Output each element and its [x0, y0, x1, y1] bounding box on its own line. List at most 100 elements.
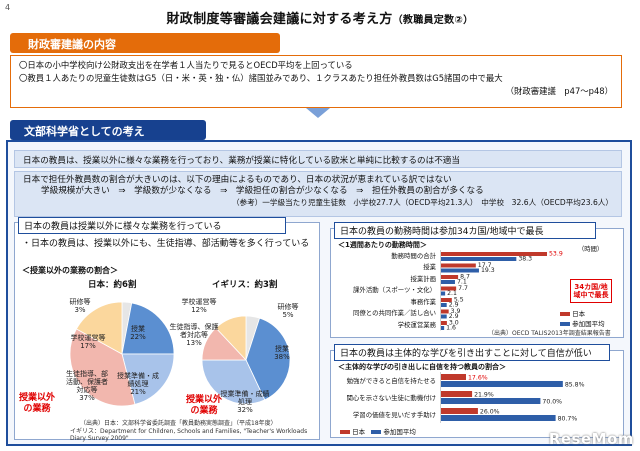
avg-bar [441, 381, 563, 387]
longest-callout: 34カ国/地域中で最長 [570, 279, 612, 303]
avg-bar [441, 268, 479, 273]
japan-bar [441, 374, 466, 380]
japan-bar [441, 408, 478, 414]
category-label: 勉強ができると自信を持たせる [346, 376, 436, 385]
uk-pie-slice-1 [245, 317, 291, 401]
uk-label-admin: 学校運営等 12% [181, 298, 217, 314]
section2-band2: 日本で担任外教員数の割合が大きいのは、以下の理由によるものであり、日本の状況が恵… [14, 171, 622, 217]
avg-bar [441, 291, 446, 296]
title-note: （教職員定数②） [392, 15, 474, 26]
section2-band1: 日本の教員は、授業以外に様々な業務を行っており、業務が授業に特化している欧米と単… [14, 150, 622, 168]
japan-bar [441, 263, 476, 268]
band2-line2: 学級規模が大きい ⇒ 学級数が少なくなる ⇒ 学級担任の割合が少なくなる ⇒ 担… [41, 186, 484, 196]
japan-value-label: 7.7 [458, 285, 468, 292]
section1-line: 〇日本の小中学校向け公財政支出を在学者１人当たりで見るとOECD平均を上回ってい… [19, 60, 353, 70]
japan-value-label: 26.0% [480, 409, 500, 416]
hours-unit: （時間） [578, 246, 604, 253]
legend-avg-swatch [560, 322, 570, 326]
section1-reference: （財政審建議 p47～p48） [505, 86, 613, 96]
title-main: 財政制度等審議会建議に対する考え方 [166, 12, 393, 27]
hours-bar-chart: 53.938.317.719.38.77.17.72.15.52.93.92.9… [440, 250, 563, 332]
section2-header: 文部科学省としての考え [10, 120, 206, 140]
avg-value-label: 2.9 [449, 302, 459, 309]
japan-value-label: 17.6% [468, 375, 488, 382]
left-panel-header: 日本の教員は授業以外に様々な業務を行っている [18, 217, 286, 234]
japan-bar [441, 321, 447, 325]
down-arrow-icon [306, 108, 330, 118]
left-bullet: ・日本の教員は、授業以外にも、生徒指導、部活動等を多く行っている [22, 239, 310, 249]
japan-pie-title: 日本：約6割 [88, 280, 137, 290]
japan-value-label: 53.9 [549, 251, 563, 258]
avg-value-label: 38.3 [518, 256, 532, 263]
uk-label-guidance: 生徒指導、保護者対応等 13% [169, 323, 219, 347]
jp-pie-slice-1 [121, 302, 175, 355]
legend-japan-swatch [560, 312, 570, 316]
legend-japan-swatch [340, 430, 350, 434]
category-label: 授業 [423, 263, 436, 272]
japan-bar [441, 309, 449, 314]
jp-pie-slice-2 [121, 353, 175, 405]
japan-value-label: 21.9% [474, 392, 494, 399]
outside-work-label-jp: 授業以外の業務 [18, 393, 55, 414]
category-label: 事務作業 [410, 297, 436, 306]
avg-value-label: 85.8% [565, 382, 585, 389]
uk-label-training: 研修等 5% [277, 303, 299, 319]
avg-bar [441, 398, 541, 404]
uk-label-prep: 授業準備・成績処理 32% [220, 390, 270, 414]
hours-source: （出典）OECD TALIS2013年調査結果報告書 [488, 330, 611, 337]
jp-label-guidance: 生徒指導、部活動、保護者対応等 37% [66, 370, 108, 402]
japan-bar [441, 391, 473, 397]
avg-value-label: 19.3 [481, 267, 495, 274]
outside-work-label-uk: 授業以外の業務 [185, 395, 222, 416]
jp-label-prep: 授業準備・成績処理 21% [117, 372, 159, 396]
category-label: 勤務時間の合計 [391, 251, 436, 260]
section1-line: 〇教員１人あたりの児童生徒数はG5（日・米・英・独・仏）諸国並みであり、１クラス… [19, 73, 503, 83]
pie-caption: ＜授業以外の業務の割合＞ [22, 266, 118, 275]
japan-bar [441, 286, 457, 291]
japan-bar [441, 298, 452, 302]
avg-value-label: 1.6 [446, 325, 456, 332]
avg-bar [441, 314, 447, 319]
page-title: 財政制度等審議会建議に対する考え方（教職員定数②） [0, 8, 640, 27]
uk-pie-title: イギリス：約3割 [212, 280, 278, 290]
band2-note: （参考）一学級当たり児童生徒数 小学校27.7人（OECD平均21.3人） 中学… [231, 198, 613, 207]
avg-value-label: 80.7% [558, 416, 578, 423]
confidence-subtitle: ＜主体的な学びの引き出しに自信を持つ教員の割合＞ [338, 363, 506, 371]
japan-value-label: 8.7 [460, 274, 470, 281]
confidence-legend: 日本 参加国平均 [340, 426, 416, 436]
japan-value-label: 3.0 [449, 320, 459, 327]
legend-avg-swatch [371, 430, 382, 434]
jp-label-training: 研修等 3% [69, 298, 91, 314]
section1-header: 財政審建議の内容 [10, 33, 280, 53]
page-number: 4 [5, 3, 11, 12]
resemom-logo: ReseMom [548, 430, 634, 448]
uk-pie-slice-4 [215, 315, 247, 362]
confidence-panel [330, 350, 624, 438]
category-label: 同僚との共同作業／話し合い [352, 309, 436, 318]
avg-bar [441, 257, 517, 261]
jp-pie-slice-4 [75, 301, 123, 355]
avg-bar [441, 303, 447, 307]
japan-pie [69, 301, 175, 407]
hours-panel-header: 日本の教員の勤務時間は参加34カ国/地域中で最長 [334, 222, 596, 239]
japan-bar [441, 275, 459, 279]
avg-bar [441, 415, 556, 421]
avg-value-label: 2.1 [447, 290, 457, 297]
avg-value-label: 2.9 [449, 313, 459, 320]
avg-value-label: 7.1 [457, 279, 467, 286]
jp-label-class: 授業 22% [130, 325, 146, 341]
pie-charts [69, 301, 291, 407]
left-source-2: イギリス：Department for Children, Schools an… [70, 428, 308, 442]
uk-pie-slice-2 [201, 359, 266, 405]
left-source-1: （出典）日本：文部科学省委託調査「教員勤務実態調査」（平成18年度） [80, 420, 277, 427]
avg-value-label: 70.0% [542, 399, 562, 406]
japan-value-label: 5.5 [454, 297, 464, 304]
band2-line1: 日本で担任外教員数の割合が大きいのは、以下の理由によるものであり、日本の状況が恵… [23, 175, 452, 185]
jp-pie-slice-3 [69, 328, 136, 407]
section1-box: 〇日本の小中学校向け公財政支出を在学者１人当たりで見るとOECD平均を上回ってい… [10, 55, 622, 108]
uk-label-class: 授業 38% [274, 345, 290, 361]
avg-bar [441, 326, 445, 330]
category-label: 授業計画 [410, 274, 436, 283]
japan-bar [441, 252, 548, 256]
uk-pie [201, 315, 291, 405]
